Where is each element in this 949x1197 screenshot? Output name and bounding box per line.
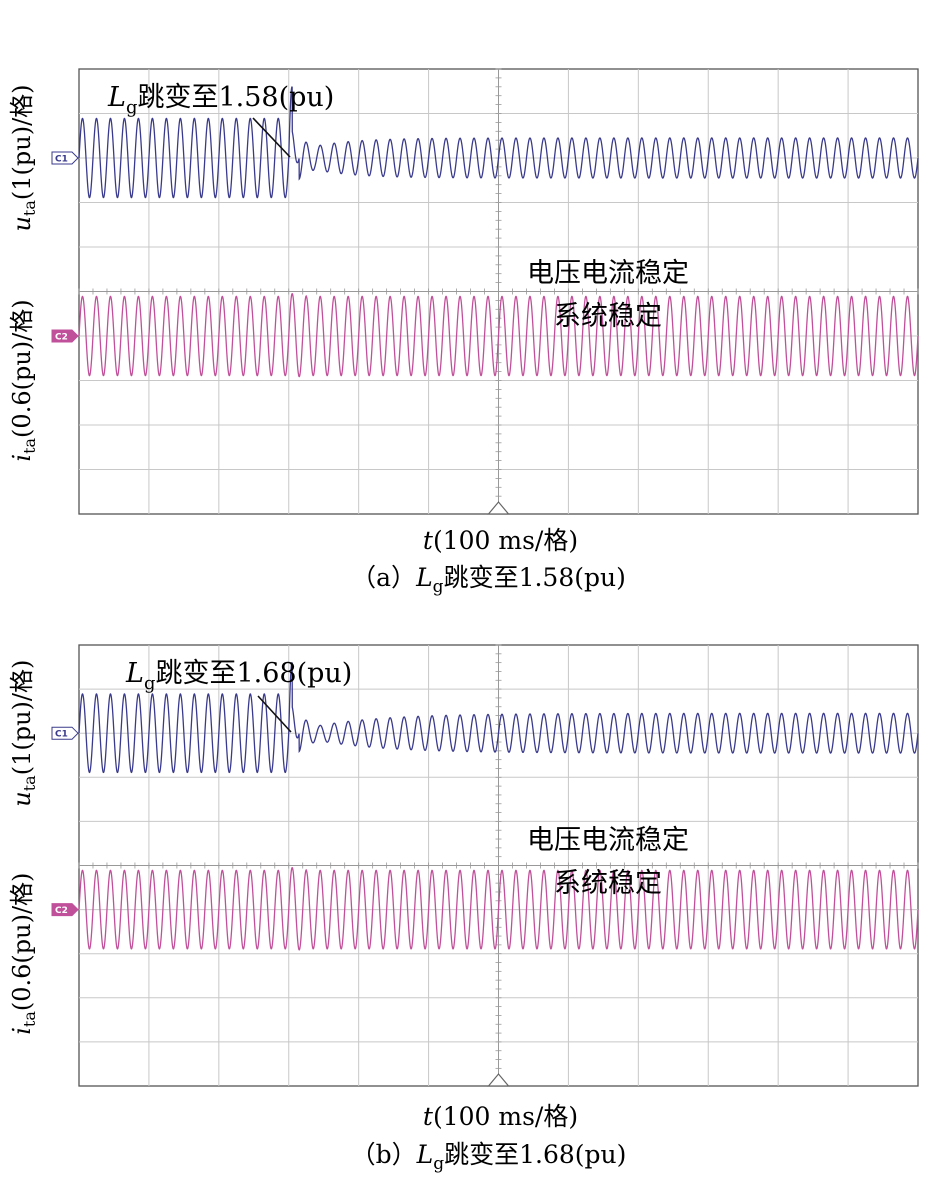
chart-svg-b: C1 C2 uta(1(pu)/格) ita(0.6(pu)/格) Lg跳变至1.68(… — [8, 644, 919, 1174]
grid-a — [78, 68, 919, 515]
chart-panel-a: C1 C2 uta(1(pu)/格) ita(0.6(pu)/格) Lg跳变至1.58(… — [8, 68, 919, 597]
series-c2-waveform — [78, 866, 919, 951]
status-text-2: 系统稳定 — [554, 301, 662, 332]
channel-label: C2 — [55, 906, 68, 916]
y-axis-label-top: uta(1(pu)/格) — [8, 84, 39, 231]
chart-svg-a: C1 C2 uta(1(pu)/格) ita(0.6(pu)/格) Lg跳变至1.58(… — [8, 68, 919, 597]
channel-marker-c2: C2 — [51, 903, 79, 917]
figure-caption: （a）Lg跳变至1.58(pu) — [351, 563, 626, 597]
series-c1-waveform — [78, 86, 919, 199]
y-axis-label-bottom: ita(0.6(pu)/格) — [8, 299, 39, 461]
trigger-marker — [487, 1073, 510, 1087]
annotation-pointer — [252, 117, 291, 158]
y-axis-label-top: uta(1(pu)/格) — [8, 660, 39, 807]
x-axis-label: t(100 ms/格) — [423, 1102, 578, 1131]
chart-panel-b: C1 C2 uta(1(pu)/格) ita(0.6(pu)/格) Lg跳变至1.68(… — [0, 600, 949, 1197]
channel-label: C2 — [55, 333, 68, 343]
annotation-pointer — [257, 695, 292, 733]
status-text-1: 电压电流稳定 — [527, 258, 689, 289]
x-axis-label: t(100 ms/格) — [423, 526, 578, 555]
trigger-marker — [487, 501, 510, 515]
series-c2-waveform — [78, 292, 919, 378]
status-text-2: 系统稳定 — [554, 868, 662, 899]
channel-label: C1 — [55, 730, 68, 740]
channel-label: C1 — [55, 155, 68, 165]
grid-b — [78, 644, 919, 1087]
figure-caption: （b）Lg跳变至1.68(pu) — [351, 1140, 627, 1174]
channel-marker-c1: C1 — [51, 726, 79, 740]
step-annotation: Lg跳变至1.58(pu) — [107, 82, 334, 118]
status-text-1: 电压电流稳定 — [527, 825, 689, 856]
y-axis-label-bottom: ita(0.6(pu)/格) — [8, 873, 39, 1035]
step-annotation: Lg跳变至1.68(pu) — [125, 658, 352, 694]
channel-marker-c2: C2 — [51, 329, 79, 343]
channel-marker-c1: C1 — [51, 151, 79, 165]
series-c1-waveform — [78, 661, 919, 774]
